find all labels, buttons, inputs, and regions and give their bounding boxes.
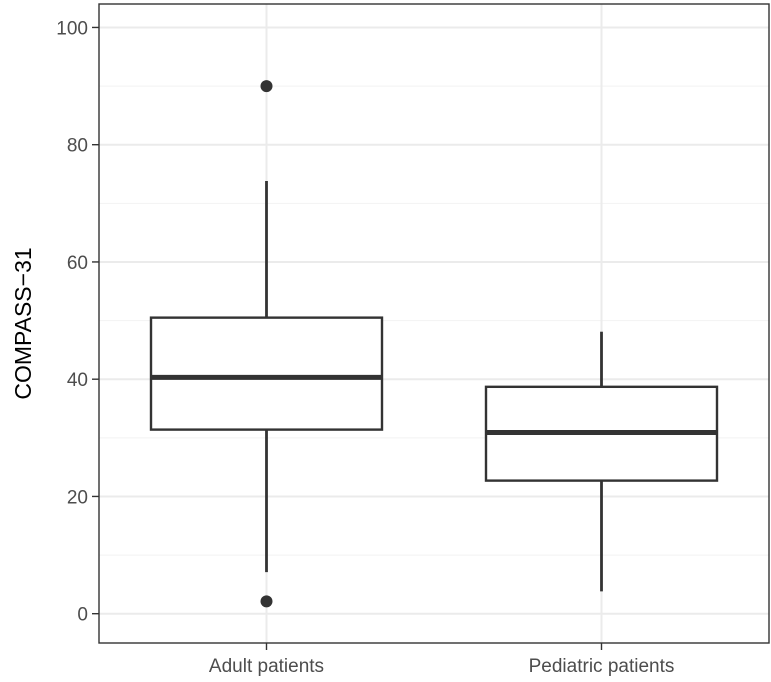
axes: 0 20 40 60 80 100 Adult patients Pediatric pati… xyxy=(56,18,674,677)
y-tick-label: 20 xyxy=(67,487,88,508)
box-iqr xyxy=(149,316,384,431)
y-tick-label: 100 xyxy=(56,18,88,39)
panel-border xyxy=(98,3,770,644)
y-tick-label: 80 xyxy=(67,136,88,157)
y-tick-label: 0 xyxy=(77,605,88,626)
y-axis-title: COMPASS−31 xyxy=(10,247,36,399)
outlier-point xyxy=(260,80,273,93)
y-tick-label: 60 xyxy=(67,253,88,274)
x-tick-label: Adult patients xyxy=(209,656,324,677)
y-tick-label: 40 xyxy=(67,370,88,391)
outlier-point xyxy=(260,595,273,608)
boxes xyxy=(149,80,719,608)
x-tick-label: Pediatric patients xyxy=(529,656,675,677)
